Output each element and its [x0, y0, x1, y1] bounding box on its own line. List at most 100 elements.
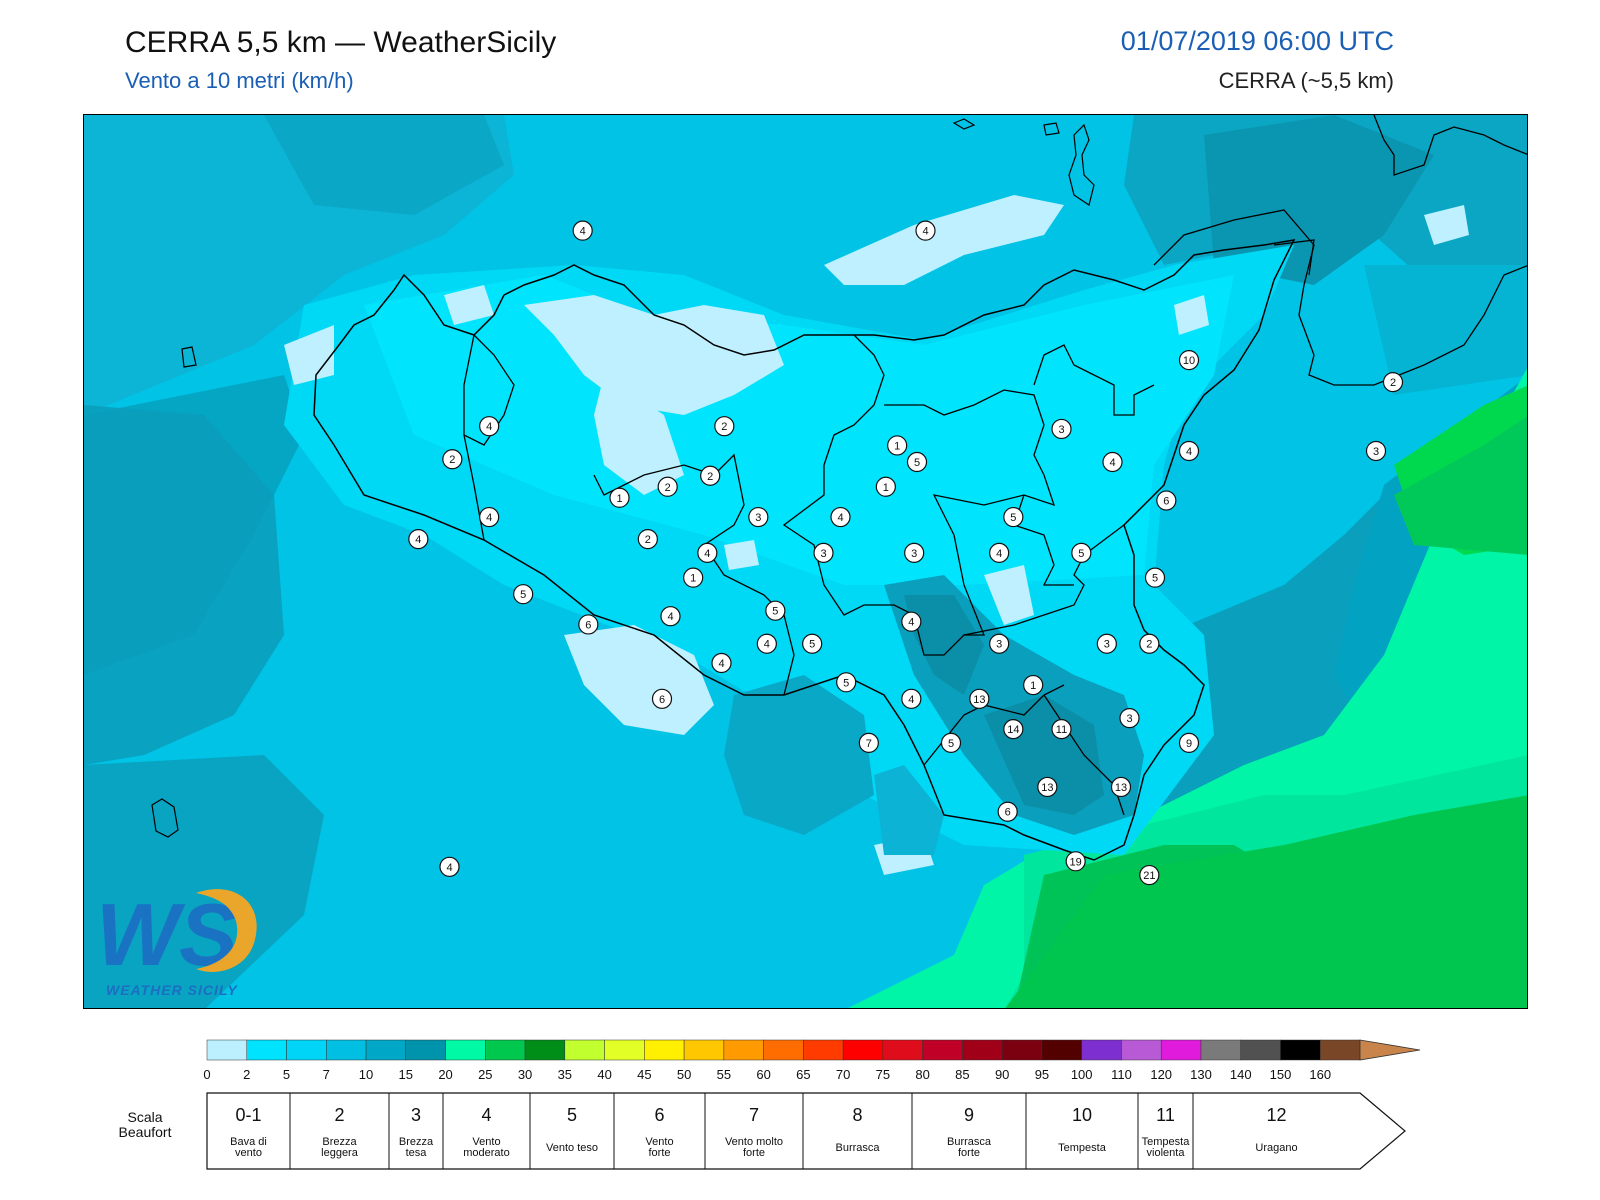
station-marker: 5 [765, 600, 786, 621]
station-value: 3 [1104, 639, 1110, 651]
beaufort-description: forte [958, 1147, 980, 1159]
beaufort-number: 12 [1266, 1105, 1286, 1125]
beaufort-description: forte [743, 1147, 765, 1159]
station-marker: 13 [1037, 776, 1058, 798]
station-marker: 3 [748, 506, 769, 528]
colorbar-swatch [286, 1039, 327, 1061]
station-circle [1139, 633, 1160, 654]
map-title: CERRA 5,5 km — WeatherSicily [125, 26, 557, 59]
station-circle [609, 487, 630, 508]
station-marker: 4 [572, 220, 593, 241]
station-value: 5 [843, 677, 849, 689]
station-marker: 1 [1023, 674, 1044, 696]
station-value: 5 [520, 589, 526, 601]
station-value: 19 [1070, 856, 1082, 868]
station-value: 6 [585, 619, 591, 631]
logo-text: WEATHER SICILY [106, 982, 238, 998]
colorbar-tick-label: 35 [558, 1067, 572, 1082]
colorbar-swatch [803, 1039, 844, 1061]
station-circle [439, 856, 460, 877]
colorbar-tick-label: 25 [478, 1067, 492, 1082]
station-value: 2 [1390, 377, 1396, 389]
beaufort-description: violenta [1147, 1147, 1186, 1159]
station-marker: 10 [1178, 349, 1200, 371]
colorbar-tick-label: 45 [637, 1067, 651, 1082]
station-marker: 5 [802, 633, 823, 654]
colorbar-tick-label: 160 [1309, 1067, 1331, 1082]
station-circle [1051, 418, 1072, 440]
station-marker: 3 [1096, 633, 1117, 654]
station-marker: 1 [683, 567, 704, 588]
station-marker: 4 [697, 542, 718, 563]
beaufort-number: 10 [1072, 1105, 1092, 1125]
station-circle [1071, 542, 1092, 563]
colorbar-swatch [1121, 1039, 1162, 1061]
station-circle [989, 633, 1010, 654]
station-marker: 7 [858, 732, 879, 753]
station-marker: 2 [1139, 633, 1160, 654]
station-value: 3 [1373, 446, 1379, 458]
station-marker: 5 [836, 672, 857, 693]
station-circle [989, 542, 1010, 563]
station-value: 13 [1115, 782, 1127, 794]
station-marker: 4 [408, 528, 429, 550]
station-value: 4 [486, 512, 492, 524]
beaufort-description: Uragano [1255, 1142, 1297, 1154]
station-marker: 6 [578, 614, 599, 635]
wind-map[interactable]: 4 4 10 2 4 2 3 1 2 4 3 2 5 4 2 1 1 6 4 3 4 5 4 2 4 3 3 4 5 1 5 5 5 4 6 4 4 3 5… [83, 114, 1528, 1009]
station-circle [1178, 732, 1200, 753]
station-value: 5 [1152, 573, 1158, 585]
colorbar-tick-label: 85 [955, 1067, 969, 1082]
station-circle [1051, 719, 1072, 740]
station-marker: 3 [1365, 440, 1387, 462]
station-value: 5 [1010, 512, 1016, 524]
station-marker: 1 [609, 487, 630, 508]
beaufort-description: vento [235, 1147, 262, 1159]
station-circle [1382, 372, 1404, 393]
beaufort-number: 6 [654, 1105, 664, 1125]
station-marker: 11 [1051, 719, 1072, 740]
station-circle [830, 506, 851, 528]
station-marker: 21 [1139, 864, 1160, 886]
station-circle [513, 584, 534, 605]
station-value: 3 [1058, 424, 1064, 436]
station-circle [408, 528, 429, 550]
station-circle [697, 542, 718, 563]
station-circle [479, 416, 500, 437]
station-circle [1065, 851, 1086, 872]
station-value: 1 [894, 440, 900, 452]
colorbar-swatch [842, 1039, 884, 1061]
station-circle [802, 633, 823, 654]
colorbar-swatch [445, 1039, 486, 1061]
station-marker: 4 [989, 542, 1010, 563]
station-value: 13 [973, 694, 985, 706]
colorbar-tick-label: 100 [1071, 1067, 1093, 1082]
station-circle [683, 567, 704, 588]
colorbar-swatch [962, 1039, 1003, 1061]
station-circle [1365, 440, 1387, 462]
station-marker: 2 [637, 528, 658, 550]
beaufort-description: Vento [645, 1136, 673, 1148]
station-value: 2 [721, 421, 727, 433]
station-circle [969, 688, 990, 709]
station-circle [858, 732, 879, 753]
station-value: 4 [415, 534, 421, 546]
colorbar-tick-label: 7 [323, 1067, 330, 1082]
station-circle [765, 600, 786, 621]
colorbar-tick-label: 15 [399, 1067, 413, 1082]
station-value: 10 [1183, 355, 1195, 367]
station-value: 3 [755, 512, 761, 524]
colorbar-swatch [365, 1039, 407, 1061]
colorbar-swatch [405, 1039, 446, 1061]
beaufort-number: 3 [411, 1105, 421, 1125]
colorbar-tick-label: 10 [359, 1067, 373, 1082]
station-value: 3 [911, 548, 917, 560]
station-marker: 4 [830, 506, 851, 528]
station-marker: 3 [904, 542, 925, 563]
station-value: 5 [948, 738, 954, 750]
station-circle [657, 476, 678, 497]
